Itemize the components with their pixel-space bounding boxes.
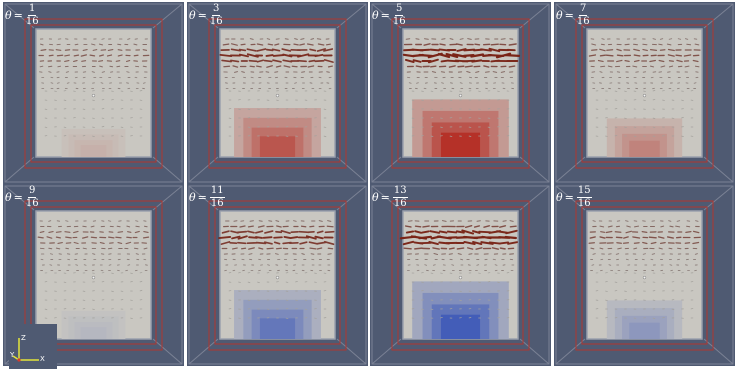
field-render [370,2,551,184]
equals-sign: = [14,10,23,21]
theta-symbol: θ [372,10,379,21]
equals-sign: = [14,192,23,203]
equals-sign: = [381,10,390,21]
fraction-denominator: 16 [394,198,407,209]
equals-sign: = [565,192,574,203]
equals-sign: = [381,192,390,203]
fraction-denominator: 16 [26,16,39,27]
theta-symbol: θ [189,192,196,203]
fraction-denominator: 16 [211,198,224,209]
field-render [554,2,735,184]
theta-symbol: θ [5,10,12,21]
fraction-numerator: 3 [212,4,220,16]
theta-symbol: θ [556,10,563,21]
fraction-numerator: 7 [579,4,587,16]
field-render [554,184,735,366]
fraction-numerator: 11 [210,186,225,198]
field-render [370,184,551,366]
equals-sign: = [565,10,574,21]
field-render [187,2,368,184]
axes-triad-icon [9,324,57,369]
fraction-numerator: 1 [28,4,36,16]
equals-sign: = [198,10,207,21]
fraction-numerator: 13 [393,186,408,198]
fraction-denominator: 16 [578,198,591,209]
orientation-axes-widget: Z X Y [9,324,57,369]
fraction-numerator: 5 [395,4,403,16]
theta-symbol: θ [372,192,379,203]
fraction-denominator: 16 [577,16,590,27]
fraction-numerator: 15 [577,186,592,198]
theta-symbol: θ [189,10,196,21]
fraction-denominator: 16 [26,198,39,209]
z-axis-label: Z [21,334,26,342]
y-axis-label: Y [10,351,14,359]
theta-symbol: θ [5,192,12,203]
fraction-denominator: 16 [210,16,223,27]
fraction-denominator: 16 [393,16,406,27]
equals-sign: = [198,192,207,203]
field-render [187,184,368,366]
x-axis-label: X [40,355,45,363]
theta-symbol: θ [556,192,563,203]
fraction-numerator: 9 [28,186,36,198]
field-render [3,2,184,184]
